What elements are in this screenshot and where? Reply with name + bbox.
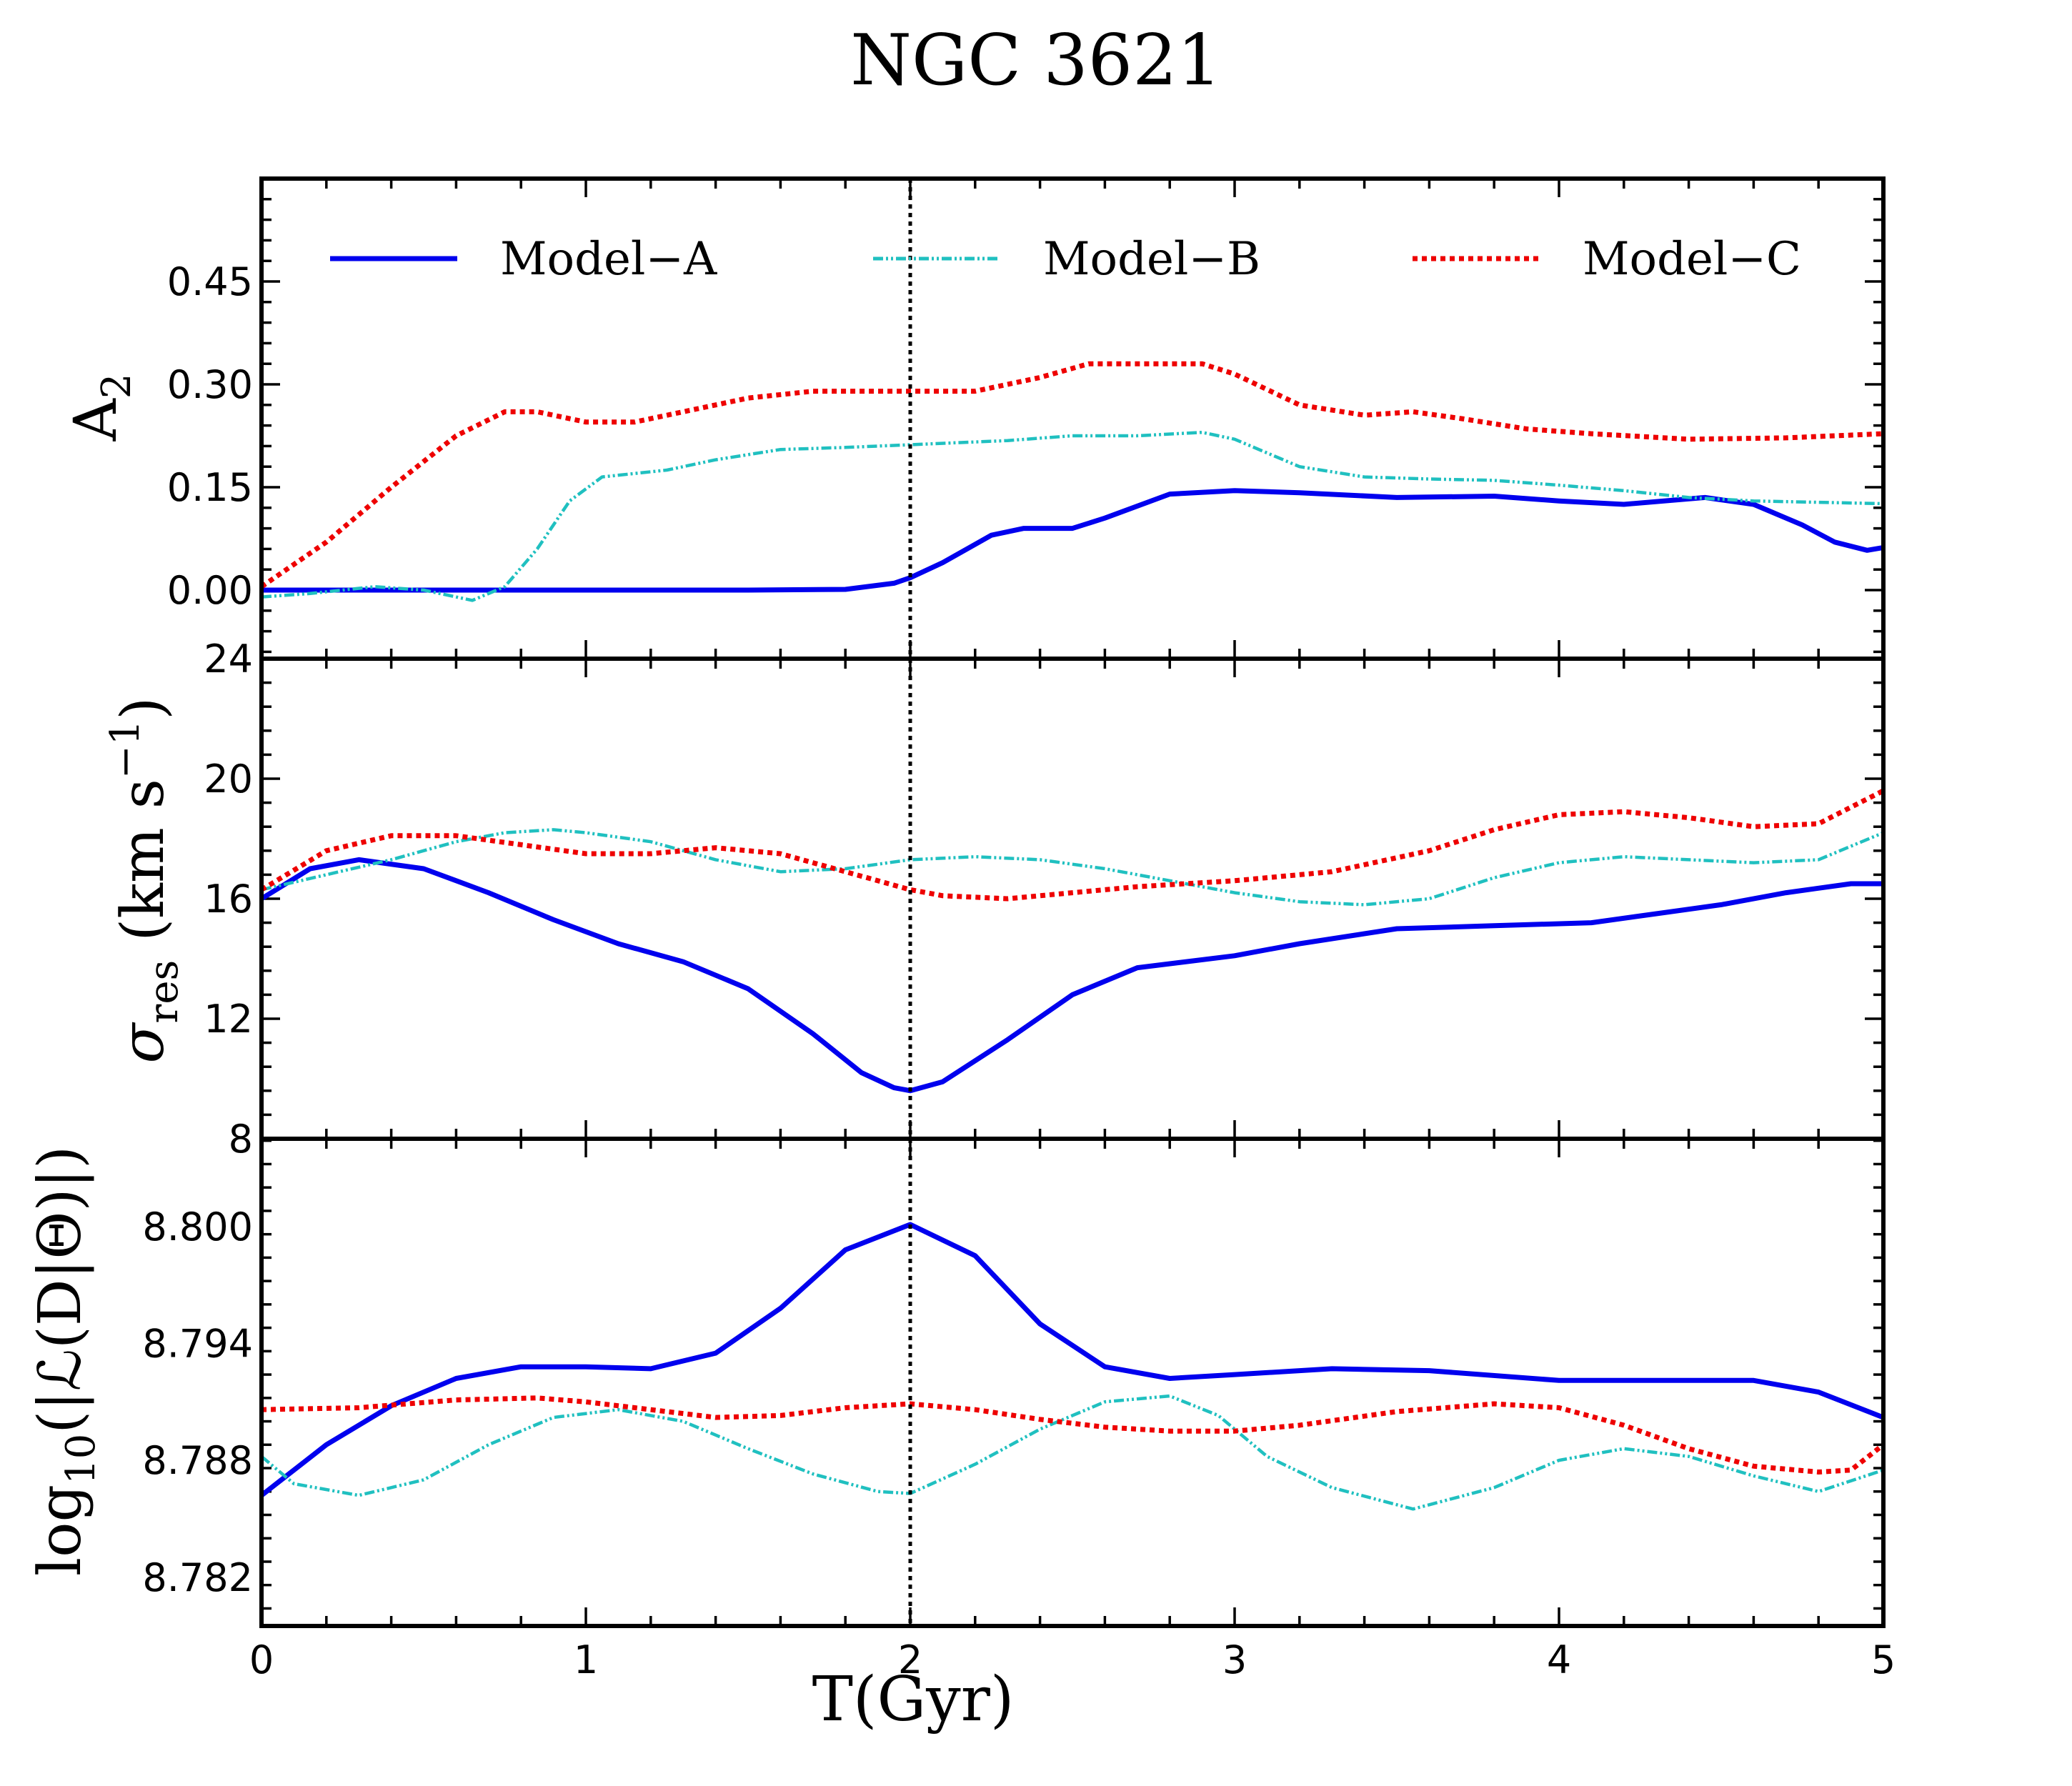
panel-frame-logL — [259, 1137, 1886, 1628]
series-line-sigma-modelb — [262, 828, 1883, 907]
legend-label-model-c: Model−C — [1583, 233, 1801, 286]
y-axis-label-logl: log10(|ℒ(D|Θ)|) — [26, 1146, 104, 1576]
y-tick-label-logL: 8.788 — [142, 1438, 253, 1483]
y-tick-label-a2: 0.00 — [167, 568, 253, 613]
x-tick-label: 2 — [898, 1637, 922, 1682]
y-axis-label-sigma: σres (km s−1) — [102, 697, 187, 1064]
series-line-logL-modela — [262, 1222, 1883, 1497]
y-tick-label-a2: 0.30 — [167, 362, 253, 407]
svg-text:σres (km s−1): σres (km s−1) — [102, 697, 187, 1064]
y-label-a2-main: A — [62, 397, 130, 441]
y-tick-label-sigma: 8 — [229, 1117, 253, 1162]
series-line-a2-modela — [262, 488, 1883, 593]
series-line-a2-modelb — [262, 430, 1883, 602]
x-tick-label: 3 — [1222, 1637, 1247, 1682]
y-axis-label-a2: A2 — [62, 374, 140, 442]
y-tick-label-sigma: 12 — [204, 997, 253, 1042]
y-label-logl-main: log — [26, 1485, 94, 1576]
series-line-logL-modelb — [262, 1394, 1883, 1511]
y-tick-label-logL: 8.794 — [142, 1321, 253, 1366]
panel-a2: 0.00 0.15 0.30 0.45 — [167, 176, 1886, 661]
y-tick-label-a2: 0.15 — [167, 465, 253, 510]
series-line-a2-modelc — [262, 361, 1883, 589]
y-label-sigma-main: σ — [109, 1022, 177, 1063]
panel-sigma: 8 12 16 20 24 — [204, 637, 1886, 1162]
y-label-logl-sub: 10 — [58, 1434, 104, 1485]
svg-text:A2: A2 — [62, 374, 140, 442]
series-line-sigma-modelc — [262, 788, 1883, 902]
chart-title: NGC 3621 — [850, 20, 1222, 101]
y-label-logl-rest: (|ℒ(D|Θ)|) — [26, 1146, 94, 1434]
series-line-logL-modelc — [262, 1395, 1883, 1475]
x-axis-label: T(Gyr) — [812, 1664, 1015, 1735]
x-tick-label: 1 — [574, 1637, 598, 1682]
x-tick-label: 0 — [249, 1637, 274, 1682]
y-label-sigma-unit: (km s — [109, 779, 177, 942]
y-label-sigma-sub: res — [141, 960, 187, 1024]
legend-label-model-a: Model−A — [500, 233, 717, 286]
y-label-sigma-sup: −1 — [102, 720, 149, 779]
y-tick-label-logL: 8.800 — [142, 1204, 253, 1249]
y-label-a2-sub: 2 — [94, 374, 140, 399]
legend: Model−A Model−B Model−C — [330, 233, 1801, 286]
y-tick-label-sigma: 24 — [204, 637, 253, 682]
y-tick-label-sigma: 16 — [204, 877, 253, 922]
panel-logL: 8.782 8.788 8.794 8.800 — [142, 1137, 1886, 1628]
svg-text:log10(|ℒ(D|Θ)|): log10(|ℒ(D|Θ)|) — [26, 1146, 104, 1576]
y-tick-label-a2: 0.45 — [167, 259, 253, 304]
x-tick-label: 5 — [1871, 1637, 1896, 1682]
series-line-sigma-modela — [262, 857, 1883, 1094]
legend-label-model-b: Model−B — [1043, 233, 1260, 286]
x-tick-label: 4 — [1547, 1637, 1571, 1682]
y-tick-label-sigma: 20 — [204, 757, 253, 802]
panels: 0.000.150.300.458121620248.7828.7888.794… — [142, 176, 1896, 1682]
y-tick-label-logL: 8.782 — [142, 1555, 253, 1600]
y-label-sigma-close: ) — [109, 697, 177, 720]
